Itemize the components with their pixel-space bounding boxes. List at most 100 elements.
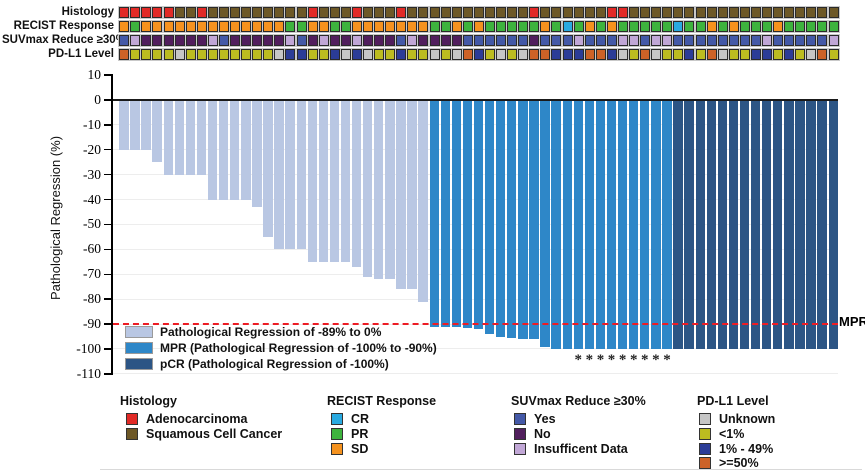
pdl1-cell [651,49,662,60]
patient-bar [141,99,151,150]
pdl1-cell [828,49,839,60]
y-tick [104,323,111,325]
histology-cell [662,7,673,18]
histology-cell [340,7,351,18]
pdl1-cell [440,49,451,60]
suvmax-cell [363,35,374,46]
pdl1-cell [684,49,695,60]
patient-bar [218,99,229,200]
asterisk-marker: * [618,351,627,368]
patient-bar [717,99,728,349]
suvmax-cell [396,35,407,46]
recist-cell [440,21,451,32]
legend-item-label: >=50% [719,456,759,471]
pdl1-cell [484,49,495,60]
pdl1-cell [163,49,174,60]
recist-cell [340,21,351,32]
suvmax-cell [496,35,507,46]
pdl1-cell [706,49,717,60]
pdl1-cell [351,49,362,60]
suvmax-cell [540,35,551,46]
recist-cell [163,21,174,32]
suvmax-cell [329,35,340,46]
recist-cell [784,21,795,32]
recist-cell [241,21,252,32]
legend-swatch [126,413,138,425]
plot-legend-label-light: Pathological Regression of -89% to 0% [160,325,382,339]
pdl1-cell [418,49,429,60]
pdl1-cell [817,49,828,60]
histology-cell [230,7,241,18]
patient-bar [784,99,794,349]
pdl1-cell [385,49,396,60]
pdl1-cell [750,49,761,60]
recist-cell [706,21,717,32]
patient-bar [584,99,595,349]
pdl1-cell [518,49,529,60]
pdl1-cell [218,49,229,60]
patient-bar [451,99,462,327]
recist-cell [218,21,229,32]
recist-cell [374,21,385,32]
y-tick [104,373,111,375]
patient-bar [329,99,340,262]
pdl1-cell [141,49,152,60]
histology-cell [307,7,318,18]
recist-cell [307,21,318,32]
histology-cell [750,7,761,18]
recist-cell [651,21,662,32]
pdl1-cell [739,49,750,60]
pdl1-cell [252,49,263,60]
recist-cell [606,21,617,32]
plot-legend-label-pcr: pCR (Pathological Regression of -100%) [160,357,389,371]
suvmax-cell [551,35,562,46]
histology-cell [673,7,684,18]
patient-bar [196,99,207,175]
pdl1-cell [695,49,706,60]
legend-item-label: PR [351,426,369,441]
histology-cell [739,7,750,18]
recist-cell [451,21,462,32]
y-tick-label: -30 [83,166,101,182]
legend-item-label: Squamous Cell Cancer [146,426,283,441]
recist-cell [462,21,473,32]
legend-item-label: CR [351,412,370,426]
patient-bar [462,99,473,328]
histology-cell [274,7,285,18]
y-tick-label: -50 [83,216,101,232]
histology-cell [285,7,296,18]
patient-bar [695,99,705,349]
recist-cell [573,21,584,32]
recist-cell [684,21,695,32]
plot-legend-swatch-pcr [125,358,153,370]
patient-bar [806,99,816,349]
patient-bar [750,99,761,349]
recist-cell [351,21,362,32]
y-tick [104,248,111,251]
recist-cell [828,21,839,32]
recist-cell [795,21,806,32]
histology-cell [196,7,207,18]
patient-bar [363,99,373,277]
patient-bar [795,99,805,349]
y-tick-label: -40 [83,191,101,207]
recist-cell [185,21,196,32]
histology-cell [496,7,507,18]
recist-cell [418,21,429,32]
suvmax-cell [584,35,595,46]
pdl1-cell [340,49,351,60]
pdl1-cell [429,49,440,60]
recist-cell [484,21,495,32]
histology-cell [795,7,806,18]
legend-group-title: Histology [120,394,177,408]
legend-swatch [331,442,343,455]
patient-bar [440,99,450,327]
legend-swatch [699,413,711,425]
histology-cell [540,7,551,18]
patient-bar [562,99,572,349]
patient-bar [241,99,251,200]
patient-bar [617,99,628,349]
patient-bar [706,99,716,349]
patient-bar [728,99,739,349]
recist-cell [518,21,529,32]
